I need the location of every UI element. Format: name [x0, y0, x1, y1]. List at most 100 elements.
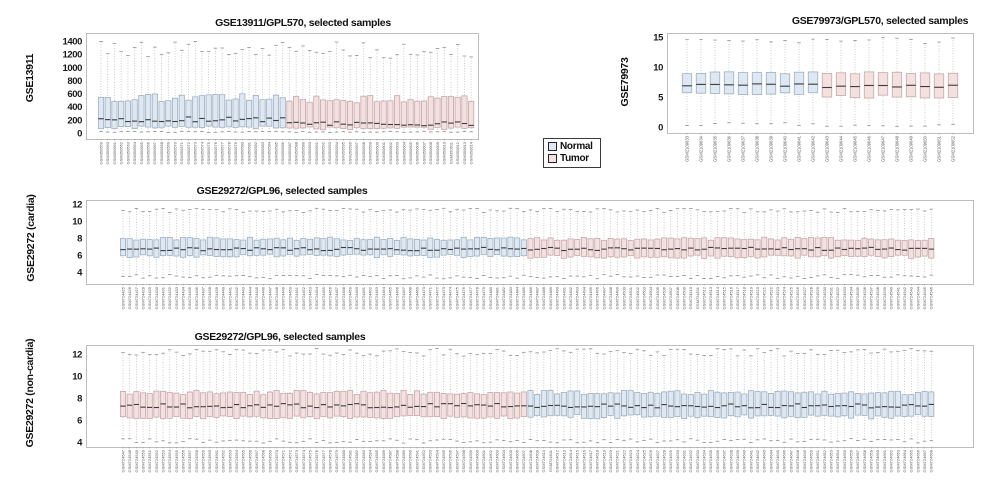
svg-text:GSM724485: GSM724485: [521, 286, 526, 309]
svg-text:GSM350612: GSM350612: [455, 141, 460, 164]
svg-text:GSM724632: GSM724632: [688, 449, 693, 472]
svg-text:GSM724606: GSM724606: [515, 449, 520, 472]
svg-text:GSM2109634: GSM2109634: [698, 135, 703, 162]
svg-text:GSM724471: GSM724471: [428, 286, 433, 309]
svg-text:GSM724482: GSM724482: [501, 286, 506, 309]
svg-text:GSM350601: GSM350601: [381, 141, 386, 164]
svg-text:GSM724634: GSM724634: [702, 449, 707, 472]
svg-text:1000: 1000: [62, 63, 82, 74]
svg-text:GSM724620: GSM724620: [608, 449, 613, 472]
svg-text:GSM724520: GSM724520: [755, 286, 760, 309]
svg-text:0: 0: [77, 129, 82, 140]
svg-text:GSM2109648: GSM2109648: [894, 135, 899, 162]
svg-text:GSM724525: GSM724525: [788, 286, 793, 309]
svg-text:600: 600: [67, 89, 82, 100]
normal-swatch-icon: [548, 142, 557, 151]
svg-text:GSM724467: GSM724467: [401, 286, 406, 309]
svg-text:GSM2109640: GSM2109640: [782, 135, 787, 162]
svg-text:GSM2109633: GSM2109633: [684, 135, 689, 162]
svg-text:GSM724506: GSM724506: [661, 286, 666, 309]
svg-text:GSM724495: GSM724495: [588, 286, 593, 309]
svg-text:GSM724481: GSM724481: [494, 286, 499, 309]
svg-text:GSM724602: GSM724602: [488, 449, 493, 472]
svg-text:GSM724624: GSM724624: [635, 449, 640, 472]
svg-text:GSM2109649: GSM2109649: [908, 135, 913, 162]
svg-text:GSM350605: GSM350605: [408, 141, 413, 164]
svg-text:GSM724597: GSM724597: [454, 449, 459, 472]
svg-text:GSM724558: GSM724558: [194, 449, 199, 472]
svg-text:GSM724517: GSM724517: [735, 286, 740, 309]
svg-text:GSM724501: GSM724501: [628, 286, 633, 309]
svg-text:GSM350604: GSM350604: [401, 141, 406, 164]
svg-text:GSM724459: GSM724459: [348, 286, 353, 309]
svg-text:GSM724572: GSM724572: [287, 449, 292, 472]
svg-text:GSM350584: GSM350584: [267, 141, 272, 164]
svg-text:GSM350559: GSM350559: [98, 141, 103, 164]
svg-text:GSM350563: GSM350563: [125, 141, 130, 164]
svg-text:GSM724533: GSM724533: [842, 286, 847, 309]
svg-text:GSM724510: GSM724510: [688, 286, 693, 309]
svg-text:GSM2109644: GSM2109644: [838, 135, 843, 162]
svg-text:GSM350599: GSM350599: [368, 141, 373, 164]
svg-text:GSM724601: GSM724601: [481, 449, 486, 472]
svg-text:GSM724600: GSM724600: [474, 449, 479, 472]
svg-text:GSM724445: GSM724445: [254, 286, 259, 309]
svg-text:GSM350571: GSM350571: [179, 141, 184, 164]
svg-text:GSM724532: GSM724532: [835, 286, 840, 309]
svg-text:GSM724526: GSM724526: [795, 286, 800, 309]
svg-text:GSM724621: GSM724621: [615, 449, 620, 472]
svg-text:GSM724435: GSM724435: [187, 286, 192, 309]
panel1-title: GSE13911/GPL570, selected samples: [215, 17, 391, 29]
svg-text:GSM724569: GSM724569: [267, 449, 272, 472]
svg-text:GSM724428: GSM724428: [140, 286, 145, 309]
svg-text:GSM724465: GSM724465: [388, 286, 393, 309]
svg-text:GSM724658: GSM724658: [862, 449, 867, 472]
svg-text:GSM724522: GSM724522: [768, 286, 773, 309]
svg-text:GSM724563: GSM724563: [227, 449, 232, 472]
svg-text:GSM724469: GSM724469: [414, 286, 419, 309]
svg-text:GSM350603: GSM350603: [395, 141, 400, 164]
svg-text:GSM724564: GSM724564: [234, 449, 239, 472]
legend-label-tumor: Tumor: [560, 153, 589, 164]
svg-text:GSM724439: GSM724439: [214, 286, 219, 309]
svg-text:GSM724507: GSM724507: [668, 286, 673, 309]
svg-text:GSM724539: GSM724539: [882, 286, 887, 309]
svg-text:GSM724541: GSM724541: [895, 286, 900, 309]
svg-text:GSM724652: GSM724652: [822, 449, 827, 472]
legend-entry-normal: Normal: [548, 141, 593, 152]
svg-text:GSM724442: GSM724442: [234, 286, 239, 309]
svg-text:GSM350596: GSM350596: [347, 141, 352, 164]
svg-text:GSM724511: GSM724511: [695, 286, 700, 309]
svg-text:GSM724547: GSM724547: [120, 449, 125, 472]
svg-text:GSM724643: GSM724643: [762, 449, 767, 472]
svg-text:GSM724447: GSM724447: [267, 286, 272, 309]
svg-text:GSM350583: GSM350583: [260, 141, 265, 164]
svg-text:GSM350613: GSM350613: [462, 141, 467, 164]
legend-label-normal: Normal: [560, 141, 593, 152]
svg-text:GSM724433: GSM724433: [174, 286, 179, 309]
svg-text:GSM724551: GSM724551: [147, 449, 152, 472]
svg-text:GSM724604: GSM724604: [501, 449, 506, 472]
svg-text:GSM724530: GSM724530: [822, 286, 827, 309]
svg-text:GSM724642: GSM724642: [755, 449, 760, 472]
svg-text:GSM724536: GSM724536: [862, 286, 867, 309]
svg-text:GSM724455: GSM724455: [321, 286, 326, 309]
svg-text:GSM350589: GSM350589: [300, 141, 305, 164]
svg-text:GSM724559: GSM724559: [201, 449, 206, 472]
svg-text:800: 800: [67, 76, 82, 87]
svg-text:GSM724549: GSM724549: [134, 449, 139, 472]
svg-text:GSM724486: GSM724486: [528, 286, 533, 309]
svg-text:GSM724570: GSM724570: [274, 449, 279, 472]
svg-text:GSM350581: GSM350581: [246, 141, 251, 164]
svg-text:GSM724512: GSM724512: [702, 286, 707, 309]
svg-text:GSM724611: GSM724611: [548, 449, 553, 472]
svg-text:GSM724446: GSM724446: [261, 286, 266, 309]
svg-text:GSM724635: GSM724635: [708, 449, 713, 472]
svg-text:GSM724610: GSM724610: [541, 449, 546, 472]
svg-text:GSM724427: GSM724427: [134, 286, 139, 309]
svg-text:GSM724574: GSM724574: [301, 449, 306, 472]
svg-text:GSM724503: GSM724503: [641, 286, 646, 309]
svg-text:GSM2109643: GSM2109643: [824, 135, 829, 162]
svg-text:GSM724605: GSM724605: [508, 449, 513, 472]
svg-text:GSM724654: GSM724654: [835, 449, 840, 472]
